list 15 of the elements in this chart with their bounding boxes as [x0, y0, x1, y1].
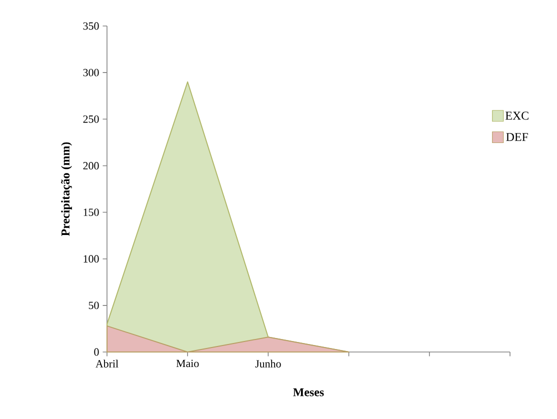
x-tick-label: Abril [96, 360, 118, 368]
y-tick-label: 0 [94, 348, 99, 356]
x-axis-title: Meses [293, 388, 324, 396]
legend-label: DEF [506, 133, 528, 141]
y-tick-label: 50 [88, 302, 99, 310]
x-tick-label: Maio [176, 360, 199, 368]
y-tick-label: 150 [84, 208, 99, 216]
x-tick-label: Junho [255, 360, 281, 368]
y-tick-label: 350 [83, 22, 99, 30]
legend-label: EXC [506, 112, 528, 120]
y-tick-label: 100 [84, 255, 99, 263]
y-tick-label: 200 [83, 162, 99, 170]
y-tick-label: 250 [83, 115, 99, 123]
y-tick-label: 300 [83, 68, 99, 76]
y-axis-title: Precipitação (mm) [61, 142, 72, 236]
